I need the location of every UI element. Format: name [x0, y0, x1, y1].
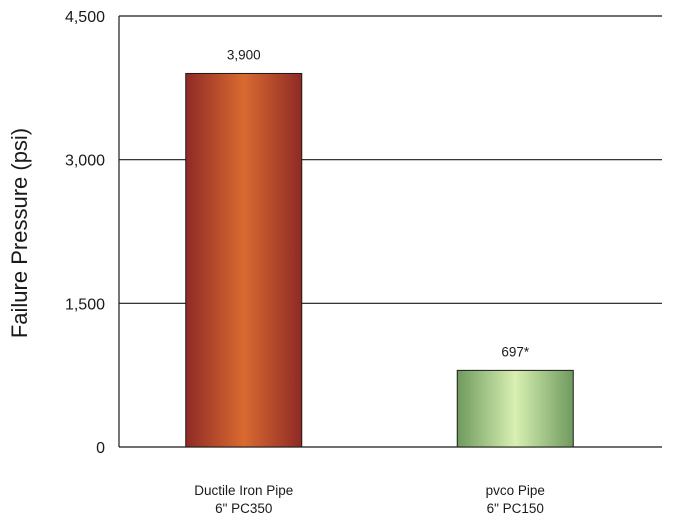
- category-label-2-line-2: 6" PC150: [487, 501, 544, 516]
- bar-2: [456, 369, 574, 448]
- data-labels: 3,900 697*: [227, 47, 530, 359]
- category-label-2-line-1: pvco Pipe: [486, 483, 545, 498]
- data-label-1: 3,900: [227, 47, 261, 62]
- y-tick-label: 1,500: [65, 296, 105, 313]
- bars: [185, 72, 574, 448]
- y-axis-title: Failure Pressure (psi): [7, 128, 32, 338]
- category-label-1-line-1: Ductile Iron Pipe: [194, 483, 293, 498]
- category-label-1-line-2: 6" PC350: [215, 501, 272, 516]
- y-tick-label: 3,000: [65, 153, 105, 170]
- y-tick-label: 4,500: [65, 9, 105, 26]
- data-label-2: 697*: [501, 344, 530, 359]
- y-tick-label: 0: [96, 440, 105, 457]
- y-tick-labels: 0 1,500 3,000 4,500: [65, 9, 105, 457]
- bar-1: [185, 72, 303, 448]
- category-labels: Ductile Iron Pipe 6" PC350 pvco Pipe 6" PC1…: [194, 483, 545, 516]
